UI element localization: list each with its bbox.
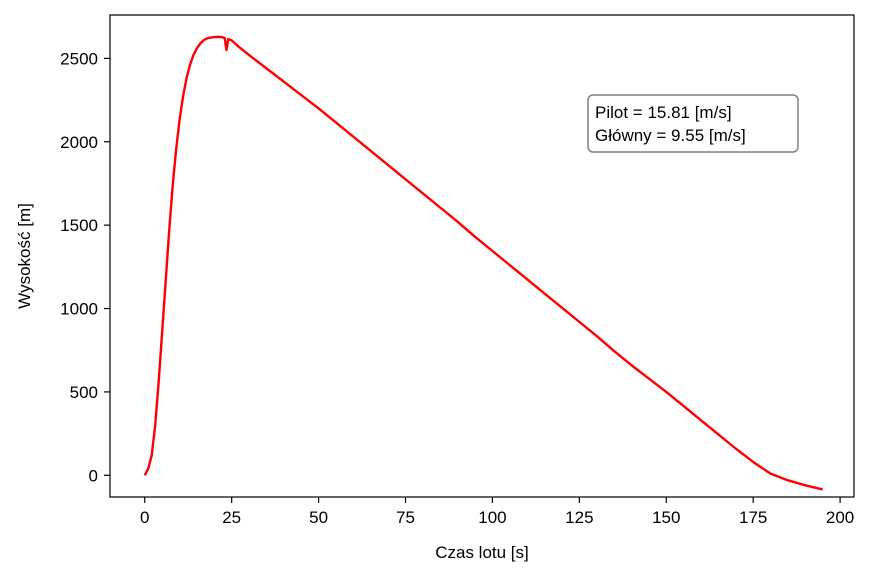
annotation-frame (587, 94, 799, 153)
y-tick-label: 1500 (60, 216, 98, 235)
annotation-line-pilot: Pilot = 15.81 [m/s] (595, 103, 732, 122)
x-tick-label: 150 (652, 508, 680, 527)
annotation-box: Pilot = 15.81 [m/s] Główny = 9.55 [m/s] (587, 94, 799, 153)
series-layer (143, 35, 823, 491)
x-tick-label: 50 (309, 508, 328, 527)
x-axis: 0 25 50 75 100 125 150 175 200 (140, 497, 854, 527)
x-tick-label: 100 (478, 508, 506, 527)
y-tick-label: 2500 (60, 49, 98, 68)
y-tick-label: 1000 (60, 300, 98, 319)
x-tick-label: 125 (565, 508, 593, 527)
series-line-0 (143, 35, 823, 491)
x-tick-label: 25 (222, 508, 241, 527)
y-axis: 0 500 1000 1500 2000 2500 (60, 49, 110, 485)
plot-frame (109, 14, 855, 498)
annotation-line-glowny: Główny = 9.55 [m/s] (595, 126, 746, 145)
x-tick-label: 200 (826, 508, 854, 527)
x-axis-label: Czas lotu [s] (435, 543, 529, 562)
y-tick-label: 0 (89, 466, 98, 485)
y-tick-label: 500 (70, 383, 98, 402)
x-tick-label: 0 (140, 508, 149, 527)
x-tick-label: 75 (396, 508, 415, 527)
plot-area (110, 15, 854, 497)
x-tick-label: 175 (739, 508, 767, 527)
y-tick-label: 2000 (60, 133, 98, 152)
y-axis-label: Wysokość [m] (15, 203, 34, 309)
